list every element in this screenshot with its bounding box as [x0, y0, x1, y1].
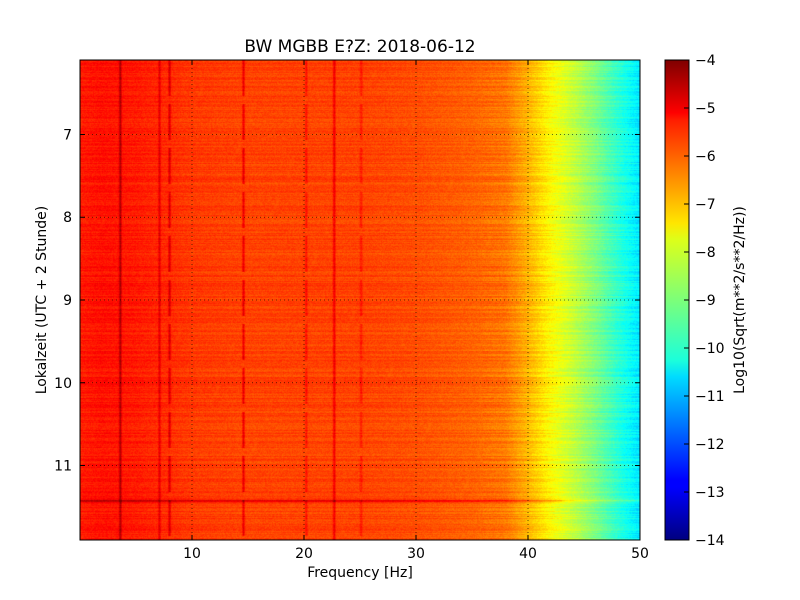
y-axis-label: Lokalzeit (UTC + 2 Stunde) — [34, 206, 50, 395]
y-tick-label: 7 — [63, 127, 72, 143]
x-tick-label: 20 — [295, 546, 313, 562]
y-axis-ticks: 7 8 9 10 11 — [54, 127, 640, 475]
colorbar-tick-label: −14 — [695, 533, 725, 549]
colorbar-tick-label: −9 — [695, 293, 716, 309]
colorbar-ticks: −4 −5 −6 −7 −8 −9 −10 −11 −12 −13 −14 — [684, 53, 725, 549]
y-tick-label: 9 — [63, 293, 72, 309]
colorbar-tick-label: −11 — [695, 389, 725, 405]
y-tick-label: 8 — [63, 210, 72, 226]
colorbar-label: Log10(Sqrt(m**2/s**2/Hz)) — [732, 206, 748, 394]
colorbar-tick-label: −5 — [695, 101, 716, 117]
x-tick-label: 30 — [407, 546, 425, 562]
x-tick-label: 40 — [519, 546, 537, 562]
y-tick-label: 11 — [54, 459, 72, 475]
colorbar-tick-label: −7 — [695, 197, 716, 213]
x-tick-label: 10 — [183, 546, 201, 562]
x-axis-ticks: 10 20 30 40 50 — [183, 60, 649, 562]
chart-title: BW MGBB E?Z: 2018-06-12 — [244, 37, 475, 57]
colorbar-tick-label: −12 — [695, 437, 725, 453]
x-axis-label: Frequency [Hz] — [307, 565, 413, 581]
colorbar-tick-label: −10 — [695, 341, 725, 357]
colorbar-tick-label: −6 — [695, 149, 716, 165]
x-tick-label: 50 — [631, 546, 649, 562]
colorbar-tick-label: −13 — [695, 485, 725, 501]
colorbar-tick-label: −4 — [695, 53, 716, 69]
colorbar-tick-label: −8 — [695, 245, 716, 261]
y-tick-label: 10 — [54, 376, 72, 392]
grid-lines — [80, 60, 641, 540]
